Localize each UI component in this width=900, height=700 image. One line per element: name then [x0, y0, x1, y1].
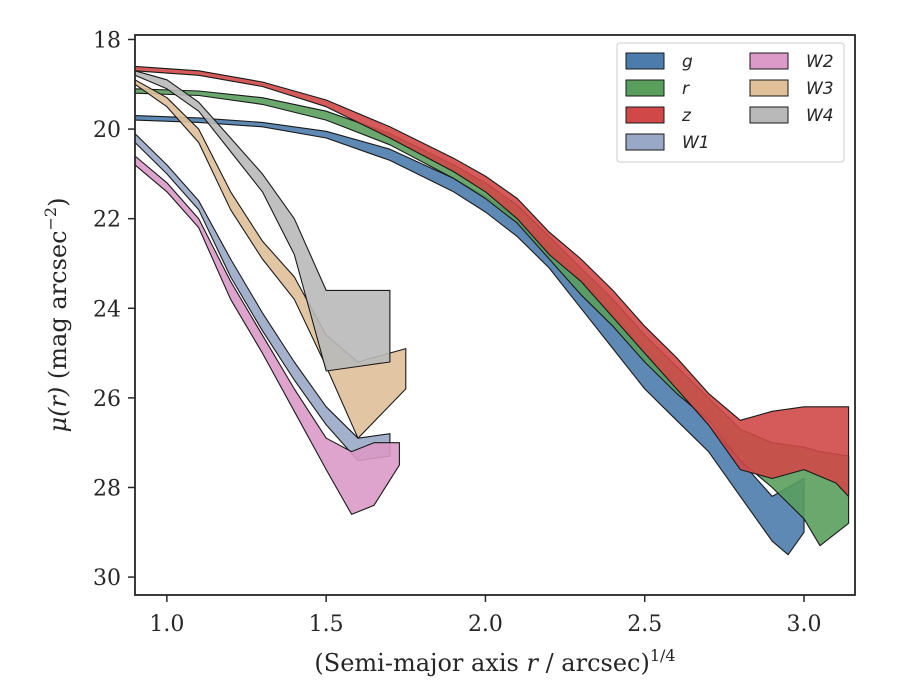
x-tick-label-3.0: 3.0: [787, 612, 822, 637]
y-axis-title-exp: −2: [41, 207, 60, 231]
legend-swatch-w1: [625, 133, 665, 151]
y-axis-title: μ(r) (mag arcsec−2): [41, 198, 72, 433]
x-axis-title: (Semi-major axis r / arcsec)1/4: [314, 646, 675, 677]
x-axis-title-exp: 1/4: [650, 646, 676, 665]
legend-swatch-w3: [749, 79, 789, 97]
y-axis-title-end: (mag arcsec: [44, 230, 72, 386]
legend-label-r: r: [682, 79, 690, 99]
legend-label-g: g: [682, 52, 693, 72]
y-tick-label-30: 30: [93, 566, 121, 591]
y-axis-title-close: ): [44, 198, 72, 207]
y-tick-label-26: 26: [93, 387, 121, 412]
x-axis-title-start: (Semi-major axis: [314, 649, 526, 677]
legend-swatch-r: [625, 79, 665, 97]
legend-label-w3: W3: [806, 79, 834, 99]
x-tick-label-2.0: 2.0: [468, 612, 503, 637]
legend-label-w2: W2: [806, 52, 834, 72]
legend-swatch-z: [625, 106, 665, 124]
x-axis-title-var: r: [526, 649, 539, 677]
y-tick-label-22: 22: [93, 208, 121, 233]
legend-swatch-g: [625, 52, 665, 70]
plot-frame: [134, 34, 856, 596]
legend-label-w4: W4: [806, 106, 834, 126]
x-tick-label-1.0: 1.0: [149, 612, 184, 637]
legend-label-z: z: [681, 106, 692, 126]
y-tick-label-24: 24: [93, 297, 121, 322]
y-tick-label-28: 28: [93, 476, 121, 501]
band-w2: [134, 155, 400, 515]
band-z: [134, 65, 850, 497]
x-axis-title-end: / arcsec): [538, 649, 650, 677]
legend-swatch-w2: [749, 52, 789, 70]
y-axis-title-var: μ(r): [44, 387, 72, 433]
x-tick-label-2.5: 2.5: [627, 612, 662, 637]
y-tick-label-18: 18: [93, 28, 121, 53]
legend-frame: [616, 42, 845, 163]
y-tick-label-20: 20: [93, 118, 121, 143]
ticks-layer: 1.0 1.5 2.0 2.5 3.0 18 20 22 24 26 28 30: [93, 28, 822, 637]
band-w4: [134, 70, 391, 372]
legend-label-w1: W1: [682, 133, 710, 153]
legend: grz W1 W2 W3 W4: [616, 42, 845, 163]
x-tick-label-1.5: 1.5: [309, 612, 344, 637]
legend-swatch-w4: [749, 106, 789, 124]
bands-layer: [134, 65, 850, 556]
